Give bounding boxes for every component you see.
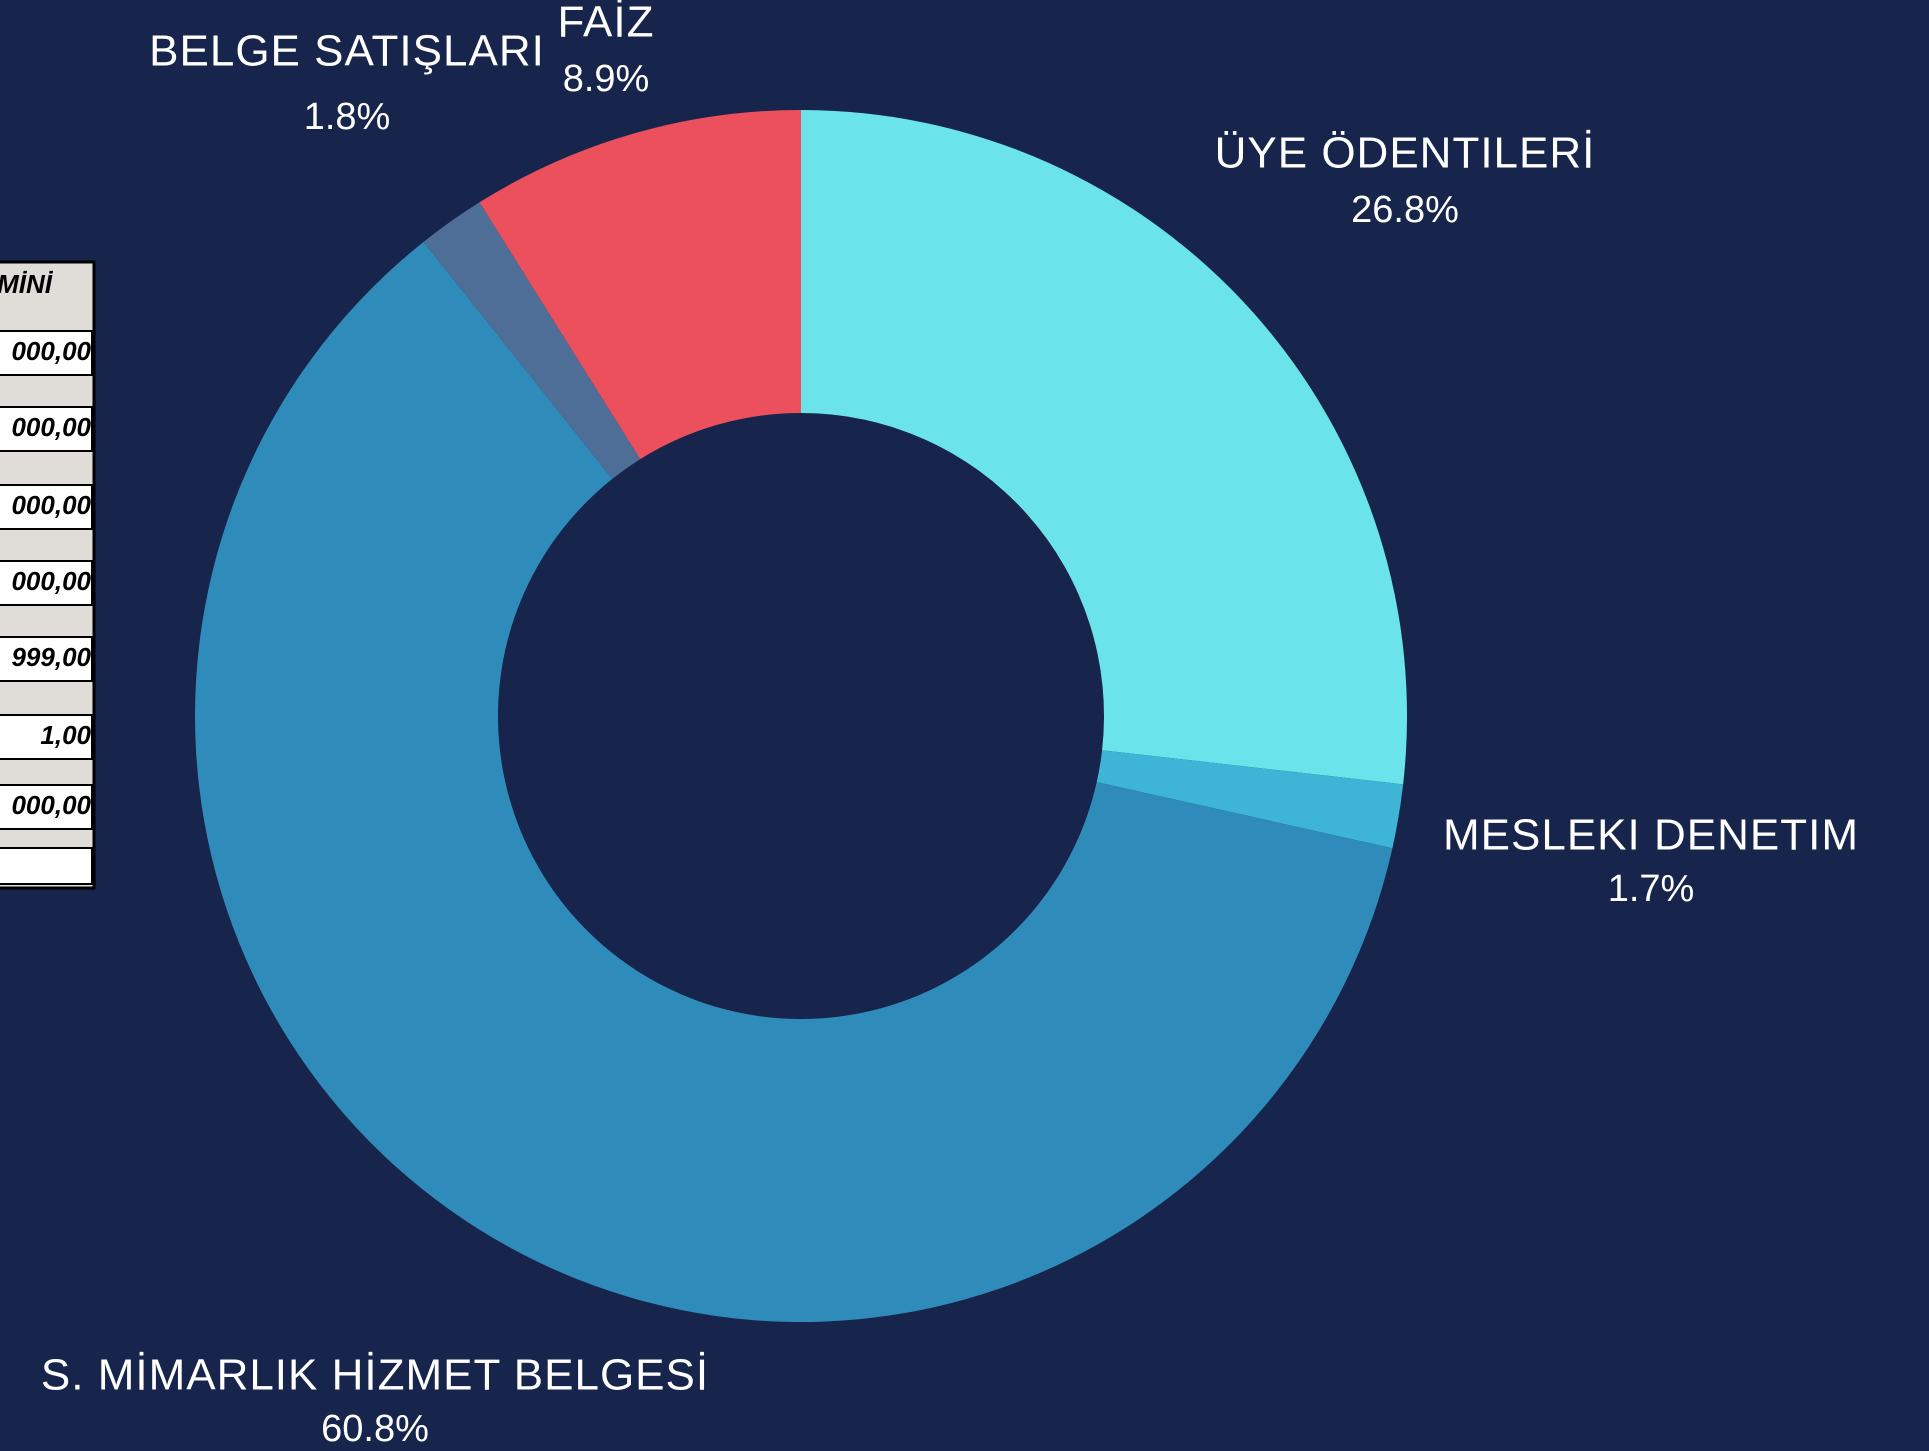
donut-slice [479,110,801,460]
slice-value-label: 26.8% [1351,189,1459,231]
slice-label: BELGE SATIŞLARI [149,27,545,76]
slice-label: S. MİMARLIK HİZMET BELGESİ [41,1351,709,1400]
table-cell [0,636,93,682]
table-cell [0,560,93,606]
slice-label: FAİZ [558,0,655,47]
table-cell [0,784,93,830]
slice-label: ÜYE ÖDENTILERİ [1215,129,1596,178]
table-cell [0,484,93,530]
slice-label: MESLEKI DENETIM [1443,811,1859,860]
table-cell-text: 999,00 [11,642,91,672]
donut-slice [423,202,641,479]
table-cell [0,406,93,452]
table-cell-text: 000,00 [11,490,91,520]
slice-value-label: 8.9% [563,58,650,100]
donut-slice [801,110,1407,785]
table-cell-text: 000,00 [11,336,91,366]
table-header: MİNİ [0,269,54,299]
table-cell [0,847,93,885]
slice-value-label: 1.8% [304,96,391,138]
table-cell-text: 000,00 [11,412,91,442]
table-cell-text: 1,00 [40,720,91,750]
table: MİNİ 000,00 000,00 000,00 000,00 999,00 1,00 0… [0,260,96,890]
table-cell [0,330,93,376]
slice-value-label: 60.8% [321,1408,429,1450]
table-cell [0,714,93,760]
table-cell-text: 000,00 [11,790,91,820]
donut-slice [1096,750,1404,849]
table-cell-text: 000,00 [11,566,91,596]
slice-value-label: 1.7% [1608,868,1695,910]
donut-slice [194,241,1393,1322]
